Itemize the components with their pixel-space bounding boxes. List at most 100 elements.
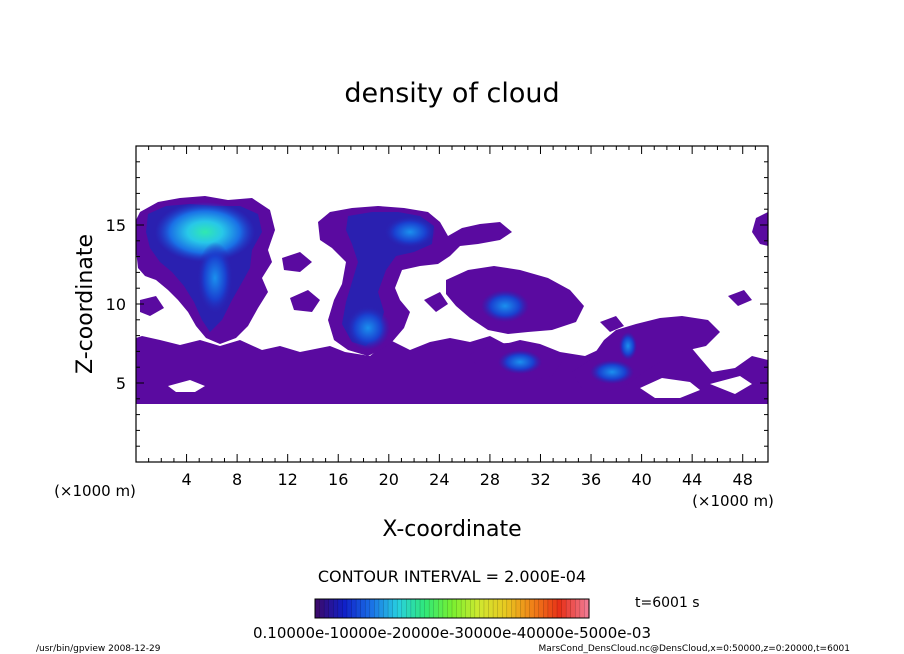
colorbar-swatch [474,599,480,618]
x-axis-title: X-coordinate [382,517,521,542]
colorbar-swatch [410,599,417,618]
y-axis-ticks [136,161,768,447]
middle-cloud-b-core [498,350,542,374]
middle-upper-cloud-low [346,306,390,350]
colorbar-swatch [328,599,334,618]
colorbar-tick-labels: 0.10000e-10000e-20000e-30000e-40000e-500… [253,624,651,642]
contour-interval: CONTOUR INTERVAL = 2.000E-04 [318,567,586,586]
colorbar-swatch [346,599,353,618]
x-tick-label: 36 [581,470,601,489]
middle-upper-cloud-peak [384,216,436,248]
colorbar-swatch [315,599,321,618]
colorbar [314,599,590,618]
colorbar-swatch [420,599,426,618]
right-cloud-core-2 [619,332,637,360]
x-tick-label: 4 [181,470,191,489]
colorbar-swatch [374,599,380,618]
colorbar-swatch [561,599,567,618]
colorbar-swatch [392,599,398,618]
colorbar-swatch [360,599,366,618]
colorbar-swatch [575,599,581,618]
chart-title: density of cloud [344,78,559,109]
y-tick-label: 10 [106,295,126,314]
colorbar-swatch [534,599,540,618]
colorbar-swatch [415,599,421,618]
colorbar-swatch [506,599,512,618]
colorbar-swatch [438,599,444,618]
colorbar-swatch [452,599,458,618]
colorbar-swatch [337,599,343,618]
colorbar-swatch [525,599,531,618]
colorbar-swatch [543,599,549,618]
x-tick-label: 40 [631,470,651,489]
colorbar-swatch [333,599,339,618]
colorbar-swatch [433,599,439,618]
x-tick-label: 44 [682,470,702,489]
colorbar-swatch [479,599,485,618]
colorbar-swatch [557,599,563,618]
colorbar-swatch [447,599,453,618]
colorbar-swatch [483,599,490,618]
colorbar-swatch [502,599,508,618]
x-tick-label: 8 [232,470,242,489]
colorbar-swatch [488,599,494,618]
colorbar-swatch [497,599,503,618]
colorbar-swatch [566,599,572,618]
y-tick-labels: 5 10 15 [106,216,126,393]
colorbar-swatch [388,599,394,618]
colorbar-swatch [529,599,535,618]
colorbar-swatch [383,599,389,618]
colorbar-swatch [493,599,499,618]
x-tick-label: 28 [480,470,500,489]
colorbar-swatch [319,599,325,618]
y-tick-label: 5 [116,374,126,393]
colorbar-swatch [461,599,467,618]
colorbar-swatch [365,599,371,618]
colorbar-swatch [406,599,412,618]
x-tick-label: 12 [278,470,298,489]
colorbar-swatch [547,599,554,618]
colorbar-swatch [429,599,435,618]
colorbar-swatch [378,599,385,618]
colorbar-swatch [351,599,357,618]
x-tick-label: 48 [733,470,753,489]
colorbar-swatch [579,599,586,618]
colorbar-frame [314,598,590,619]
upper-left-cloud-peak [155,202,255,262]
x-tick-labels: 4 8 12 16 20 24 28 32 36 40 44 48 [181,470,752,489]
upper-left-cloud-stem [197,242,233,314]
footer-left: /usr/bin/gpview 2008-12-29 [36,644,161,654]
colorbar-swatch [456,599,462,618]
right-cloud-core [590,360,634,384]
colorbar-swatch [520,599,526,618]
colorbar-swatch [570,599,576,618]
colorbar-swatch [401,599,407,618]
density-field [136,196,768,404]
right-edge-cloud [752,212,768,246]
colorbar-swatch [515,599,522,618]
x-tick-label: 16 [328,470,348,489]
colorbar-swatch [369,599,375,618]
x-tick-label: 32 [530,470,550,489]
colorbar-swatch [356,599,362,618]
x-axis-ticks [148,146,756,462]
x-unit-left: (×1000 m) [54,482,136,500]
x-unit-right: (×1000 m) [692,492,774,510]
x-tick-label: 24 [429,470,449,489]
x-tick-label: 20 [379,470,399,489]
time-label: t=6001 s [635,595,700,611]
colorbar-swatch [511,599,517,618]
colorbar-swatch [552,599,558,618]
colorbar-swatch [470,599,476,618]
colorbar-swatch [324,599,330,618]
colorbar-swatch [424,599,430,618]
colorbar-swatch [465,599,471,618]
colorbar-swatch [538,599,544,618]
colorbar-swatch [397,599,403,618]
y-axis-title: Z-coordinate [73,234,98,374]
colorbar-swatch [584,599,590,618]
y-tick-label: 15 [106,216,126,235]
colorbar-swatch [342,599,348,618]
colorbar-swatch [442,599,449,618]
